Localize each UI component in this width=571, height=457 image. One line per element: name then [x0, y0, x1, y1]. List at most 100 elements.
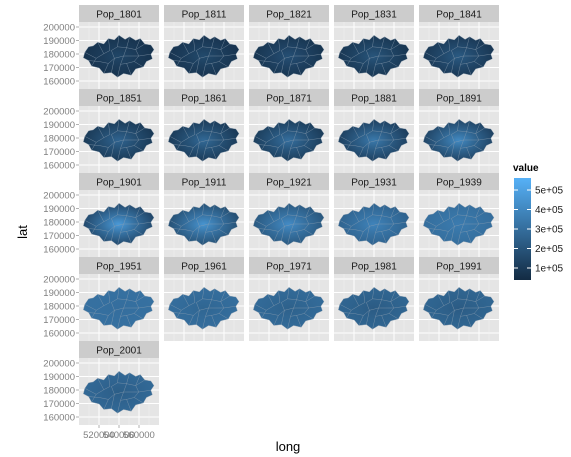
borough-boundary	[103, 206, 111, 222]
borough-boundary	[91, 294, 105, 319]
borough-boundary	[305, 43, 315, 50]
facet-strip-label: Pop_1951	[96, 262, 142, 273]
borough-boundary	[196, 35, 205, 73]
facet-strip-label: Pop_1961	[181, 262, 227, 273]
facet-strip-label: Pop_1921	[266, 178, 312, 189]
facet-panel: Pop_1911	[164, 173, 244, 257]
facet-strip	[249, 89, 329, 106]
legend-label: 2e+05	[535, 244, 564, 255]
choropleth-map	[338, 287, 410, 330]
choropleth-map	[253, 287, 325, 330]
borough-boundary	[451, 287, 460, 325]
facet-strip-label: Pop_1991	[436, 262, 482, 273]
borough-boundary	[173, 144, 194, 148]
facet-strip-label: Pop_1971	[266, 262, 312, 273]
facet-strip	[164, 5, 244, 22]
facet-strip	[419, 5, 499, 22]
legend-label: 3e+05	[535, 225, 564, 236]
y-tick-label: 160000	[43, 413, 75, 424]
facet-panel: Pop_1971	[249, 257, 329, 341]
borough-boundary	[358, 290, 366, 306]
facet-panel: Pop_1821	[249, 5, 329, 89]
borough-boundary	[135, 211, 145, 218]
y-tick-label: 190000	[43, 372, 75, 383]
facet-strip-label: Pop_1891	[436, 94, 482, 105]
borough-boundary	[169, 136, 182, 143]
facet-panel: Pop_1931	[334, 173, 414, 257]
borough-boundary	[475, 127, 485, 134]
facet-panel: Pop_1981	[334, 257, 414, 341]
borough-boundary	[443, 206, 451, 222]
borough-boundary	[111, 119, 120, 157]
facet-strip	[79, 341, 159, 358]
facet-strip-label: Pop_1881	[351, 94, 397, 105]
facet-strip	[164, 257, 244, 274]
borough-boundary	[84, 52, 97, 59]
borough-boundary	[84, 136, 97, 143]
y-tick-label: 160000	[43, 161, 75, 172]
choropleth-map	[168, 119, 240, 162]
borough-boundary	[284, 307, 309, 311]
borough-boundary	[273, 206, 281, 222]
borough-boundary	[261, 210, 275, 235]
choropleth-map	[83, 119, 155, 162]
borough-boundary	[390, 211, 400, 218]
facet-panel: Pop_1991	[419, 257, 499, 341]
facet-panel: Pop_1921	[249, 173, 329, 257]
legend-label: 5e+05	[535, 186, 564, 197]
borough-boundary	[176, 210, 190, 235]
borough-boundary	[343, 312, 364, 316]
facet-panel: Pop_1801	[79, 5, 159, 89]
facets-layer: Pop_1801 Pop_1811 Pop_1821 Pop_1831 Pop_1841…	[79, 5, 499, 425]
legend-label: 4e+05	[535, 205, 564, 216]
legend-colorbar	[514, 178, 531, 280]
borough-boundary	[431, 42, 445, 67]
borough-boundary	[258, 60, 279, 64]
borough-boundary	[254, 304, 267, 311]
facet-panel: Pop_1939	[419, 173, 499, 257]
borough-boundary	[91, 378, 105, 403]
borough-boundary	[91, 210, 105, 235]
choropleth-map	[338, 119, 410, 162]
borough-boundary	[346, 210, 360, 235]
borough-boundary	[369, 223, 394, 227]
borough-boundary	[339, 136, 352, 143]
borough-boundary	[84, 388, 97, 395]
borough-boundary	[451, 35, 460, 73]
facet-strip	[79, 257, 159, 274]
borough-boundary	[111, 287, 120, 325]
borough-boundary	[273, 38, 281, 54]
borough-boundary	[258, 312, 279, 316]
y-tick-labels: 200000 190000 180000 170000 160000 200000 1900…	[43, 23, 79, 424]
borough-boundary	[305, 295, 315, 302]
borough-boundary	[114, 139, 139, 143]
facet-strip	[419, 173, 499, 190]
borough-boundary	[199, 307, 224, 311]
borough-boundary	[475, 43, 485, 50]
borough-boundary	[281, 287, 290, 325]
borough-boundary	[443, 122, 451, 138]
facet-strip-label: Pop_1821	[266, 10, 312, 21]
borough-boundary	[188, 38, 196, 54]
y-tick-label: 200000	[43, 23, 75, 34]
y-tick-label: 170000	[43, 231, 75, 242]
borough-boundary	[428, 60, 449, 64]
borough-boundary	[173, 312, 194, 316]
borough-boundary	[358, 206, 366, 222]
facet-strip	[419, 257, 499, 274]
borough-boundary	[346, 42, 360, 67]
facet-strip-label: Pop_1911	[182, 178, 227, 189]
borough-boundary	[443, 290, 451, 306]
borough-boundary	[443, 38, 451, 54]
facet-panel: Pop_1831	[334, 5, 414, 89]
borough-boundary	[196, 203, 205, 241]
facet-strip-label: Pop_1939	[436, 178, 482, 189]
y-tick-label: 190000	[43, 288, 75, 299]
borough-boundary	[346, 294, 360, 319]
borough-boundary	[176, 126, 190, 151]
legend-label: 1e+05	[535, 264, 564, 275]
borough-boundary	[343, 144, 364, 148]
borough-boundary	[199, 223, 224, 227]
y-axis-title: lat	[15, 225, 30, 239]
